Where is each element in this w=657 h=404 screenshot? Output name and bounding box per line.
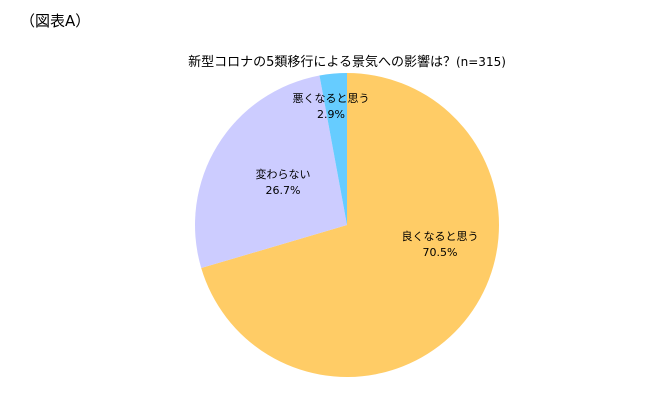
slice-value-label: 26.7% [266, 184, 301, 197]
slice-category-label: 変わらない [256, 167, 311, 181]
slice-value-label: 70.5% [423, 246, 458, 259]
slice-category-label: 悪くなると思う [293, 92, 370, 105]
pie-slice-1 [201, 73, 500, 377]
sample-size: (n=315) [455, 55, 506, 69]
slice-value-label: 2.9% [317, 108, 345, 121]
pie-slice-2 [194, 75, 347, 269]
chart-title: 新型コロナの5類移行による景気への影響は？(n=315) [0, 51, 657, 70]
slice-category-label: 良くなると思う [402, 229, 479, 243]
chart-title-text: 新型コロナの5類移行による景気への影響は？ [188, 55, 456, 70]
pie-slice-3 [319, 73, 347, 225]
figure-label: （図表A） [20, 12, 91, 30]
